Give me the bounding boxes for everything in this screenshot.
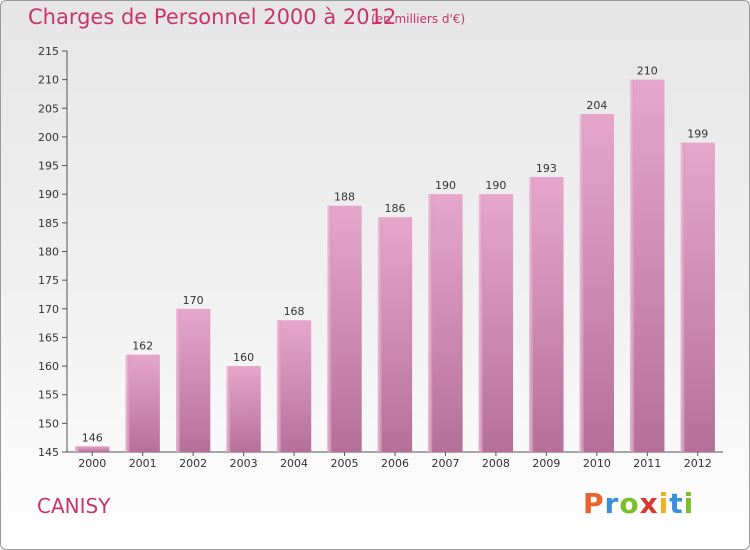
y-tick-label: 215: [38, 45, 59, 58]
bar-value-label: 170: [183, 294, 204, 307]
proxiti-logo: Proxiti: [583, 487, 694, 520]
logo-letter: i: [683, 487, 695, 520]
logo-letter: o: [619, 487, 640, 520]
y-tick-label: 205: [38, 102, 59, 115]
logo-letter: r: [604, 487, 620, 520]
bar: [529, 177, 564, 452]
bar-value-label: 193: [536, 162, 557, 175]
bar: [276, 320, 312, 452]
bar-value-label: 146: [82, 431, 103, 444]
bar-highlight: [276, 320, 281, 452]
logo-letter: t: [669, 487, 684, 520]
logo-letter: x: [639, 487, 659, 520]
y-tick-label: 170: [38, 303, 59, 316]
bar: [377, 217, 413, 452]
bar-value-label: 168: [284, 305, 305, 318]
logo-letter: i: [658, 487, 670, 520]
y-tick-label: 185: [38, 217, 59, 230]
bar-highlight: [226, 366, 231, 452]
bar-highlight: [478, 194, 483, 452]
y-tick-label: 200: [38, 131, 59, 144]
bar: [630, 79, 665, 453]
chart-subtitle: (en milliers d'€): [371, 12, 466, 26]
y-tick-label: 195: [38, 160, 59, 173]
y-tick-label: 155: [38, 389, 59, 402]
bar-highlight: [529, 177, 534, 452]
bar-highlight: [125, 354, 130, 452]
y-tick-label: 145: [38, 446, 59, 459]
chart-axes: 145 150 155 160 165 170 175 180 185 190 195 200 205 2…: [38, 45, 723, 470]
x-tick-label: 2012: [684, 457, 712, 470]
chart-bars: 146 162 170 160 168 188 186 190 190 193 204 210 199: [75, 65, 715, 453]
y-tick-label: 190: [38, 188, 59, 201]
y-tick-label: 150: [38, 417, 59, 430]
y-tick-label: 175: [38, 274, 59, 287]
bar-highlight: [377, 217, 382, 452]
x-tick-label: 2002: [179, 457, 207, 470]
y-tick-label: 180: [38, 246, 59, 259]
x-tick-label: 2007: [431, 457, 459, 470]
x-tick-label: 2000: [78, 457, 106, 470]
chart-title: Charges de Personnel 2000 à 2012: [28, 5, 397, 29]
bar: [478, 194, 514, 452]
bar-value-label: 199: [687, 128, 708, 141]
x-tick-label: 2009: [532, 457, 560, 470]
bar-value-label: 190: [485, 179, 506, 192]
bar-highlight: [579, 114, 584, 452]
bar: [175, 308, 211, 452]
x-tick-label: 2003: [230, 457, 258, 470]
bar-value-label: 204: [586, 99, 607, 112]
bar-value-label: 186: [385, 202, 406, 215]
bar: [327, 205, 362, 452]
bar: [75, 446, 110, 452]
bar-value-label: 188: [334, 191, 355, 204]
bar: [428, 194, 463, 452]
x-tick-label: 2010: [583, 457, 611, 470]
y-tick-label: 210: [38, 74, 59, 87]
y-tick-label: 160: [38, 360, 59, 373]
x-tick-label: 2008: [482, 457, 510, 470]
bar-highlight: [428, 194, 433, 452]
bar: [680, 142, 715, 452]
bar: [579, 114, 615, 452]
x-tick-label: 2006: [381, 457, 409, 470]
bar-highlight: [75, 446, 80, 452]
bar-highlight: [175, 308, 180, 452]
y-tick-label: 165: [38, 331, 59, 344]
x-tick-label: 2005: [331, 457, 359, 470]
bar: [125, 354, 160, 452]
x-tick-label: 2011: [633, 457, 661, 470]
bar-highlight: [327, 205, 332, 452]
x-tick-label: 2001: [129, 457, 157, 470]
x-tick-label: 2004: [280, 457, 308, 470]
bar-value-label: 162: [132, 340, 153, 353]
bar-highlight: [630, 79, 635, 453]
bar: [226, 366, 261, 452]
bar-value-label: 160: [233, 351, 254, 364]
logo-letter: P: [583, 487, 605, 520]
bar-value-label: 190: [435, 179, 456, 192]
bar-value-label: 210: [637, 65, 658, 78]
bar-highlight: [680, 142, 685, 452]
city-name: CANISY: [37, 494, 111, 518]
